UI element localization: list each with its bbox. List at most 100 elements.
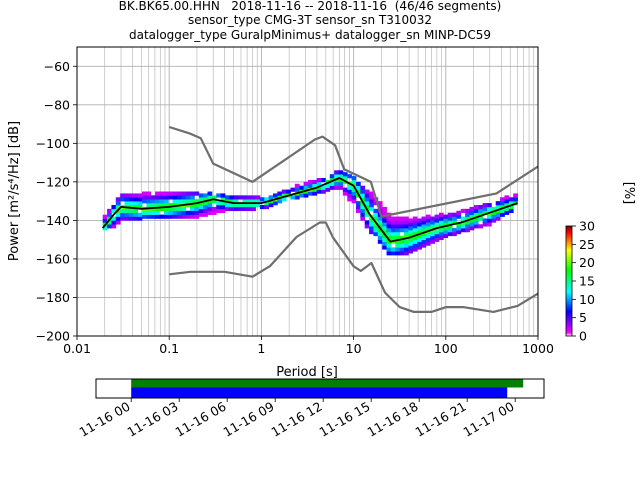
heatmap-cell [495, 216, 501, 221]
heatmap-cell [155, 203, 160, 208]
heatmap-cell [316, 189, 322, 194]
heatmap-cell [115, 220, 121, 225]
heatmap-cell [211, 206, 217, 212]
heatmap-cell [146, 210, 152, 215]
heatmap-cell [373, 201, 379, 206]
heatmap-cell [417, 245, 422, 250]
heatmap-cell [229, 199, 235, 204]
heatmap-cell [124, 212, 130, 217]
heatmap-cell [207, 199, 213, 204]
heatmap-cell [172, 206, 178, 212]
heatmap-cell [408, 226, 414, 231]
heatmap-cell [124, 193, 130, 198]
heatmap-cell [469, 206, 475, 212]
heatmap-cell [469, 214, 475, 219]
heatmap-cell [321, 178, 326, 183]
heatmap-cell [133, 201, 139, 206]
heatmap-cell [452, 231, 457, 237]
chart-title-line-1: BK.BK65.00.HHN 2018-11-16 -- 2018-11-16 … [118, 0, 502, 13]
heatmap-cell [124, 216, 130, 221]
heatmap-cell [482, 210, 488, 215]
heatmap-cell [207, 195, 213, 200]
coverage-tick-label: 11-16 21 [413, 399, 469, 440]
heatmap-cell [382, 233, 387, 239]
heatmap-cell [229, 195, 235, 200]
heatmap-cell [399, 243, 405, 248]
heatmap-cell [473, 204, 479, 210]
heatmap-cell [216, 201, 222, 206]
heatmap-cell [412, 239, 418, 244]
heatmap-cell [373, 208, 379, 213]
heatmap-cell [500, 208, 505, 213]
coverage-tick-label: 11-16 18 [365, 399, 421, 440]
heatmap-cell [417, 226, 422, 231]
colorbar-tick-label: 30 [579, 219, 595, 234]
heatmap-cell [347, 174, 353, 179]
heatmap-cell [438, 231, 444, 237]
heatmap-cell [434, 233, 440, 239]
heatmap-cell [452, 216, 457, 221]
heatmap-cell [399, 235, 405, 240]
heatmap-cell [115, 216, 121, 221]
heatmap-cell [238, 195, 243, 200]
heatmap-cell [264, 201, 270, 206]
heatmap-cell [273, 193, 278, 198]
heatmap-cell [124, 208, 130, 213]
heatmap-cell [430, 231, 435, 237]
heatmap-cell [120, 193, 125, 198]
heatmap-cell [373, 224, 379, 229]
heatmap-cell [146, 214, 152, 219]
heatmap-cell [312, 183, 318, 188]
heatmap-cell [242, 203, 248, 208]
heatmap-cell [377, 220, 383, 225]
heatmap-cell [469, 210, 475, 215]
heatmap-cell [447, 220, 453, 225]
heatmap-cell [508, 197, 514, 202]
heatmap-cell [364, 212, 370, 217]
heatmap-cell [460, 224, 466, 229]
heatmap-cell [176, 195, 182, 200]
heatmap-cell [425, 214, 431, 219]
heatmap-cell [425, 226, 431, 231]
heatmap-cell [434, 237, 440, 242]
heatmap-cell [386, 235, 392, 240]
heatmap-cell [128, 208, 134, 213]
heatmap-cell [412, 231, 418, 237]
heatmap-cell [111, 220, 117, 225]
heatmap-cell [456, 222, 462, 227]
heatmap-cell [417, 230, 422, 235]
heatmap-cell [513, 197, 518, 202]
heatmap-cell [399, 251, 405, 256]
heatmap-cell [377, 235, 383, 240]
heatmap-cell [408, 249, 414, 254]
heatmap-cell [412, 220, 418, 225]
y-tick-label: −80 [44, 97, 70, 112]
heatmap-cell [390, 247, 396, 252]
heatmap-cell [408, 241, 414, 246]
heatmap-cell [447, 228, 453, 233]
heatmap-cell [482, 206, 488, 212]
heatmap-cell [190, 214, 195, 219]
heatmap-cell [128, 193, 134, 198]
heatmap-cell [294, 183, 300, 188]
heatmap-cell [155, 195, 160, 200]
heatmap-cell [268, 195, 274, 200]
heatmap-cell [190, 206, 195, 212]
heatmap-cell [115, 201, 121, 206]
heatmap-cell [124, 201, 130, 206]
heatmap-cell [390, 228, 396, 233]
heatmap-cell [377, 204, 383, 210]
coverage-tick-label: 11-16 15 [317, 399, 373, 440]
heatmap-cell [316, 185, 322, 190]
heatmap-cell [395, 239, 401, 244]
heatmap-cell [364, 201, 370, 206]
heatmap-cell [299, 185, 304, 190]
heatmap-cell [360, 216, 366, 221]
heatmap-cell [443, 226, 449, 231]
heatmap-cell [456, 214, 462, 219]
heatmap-cell [133, 208, 139, 213]
heatmap-cell [246, 199, 252, 204]
x-tick-label: 0.01 [63, 341, 91, 356]
heatmap-cell [181, 195, 187, 200]
heatmap-cell [194, 210, 200, 215]
